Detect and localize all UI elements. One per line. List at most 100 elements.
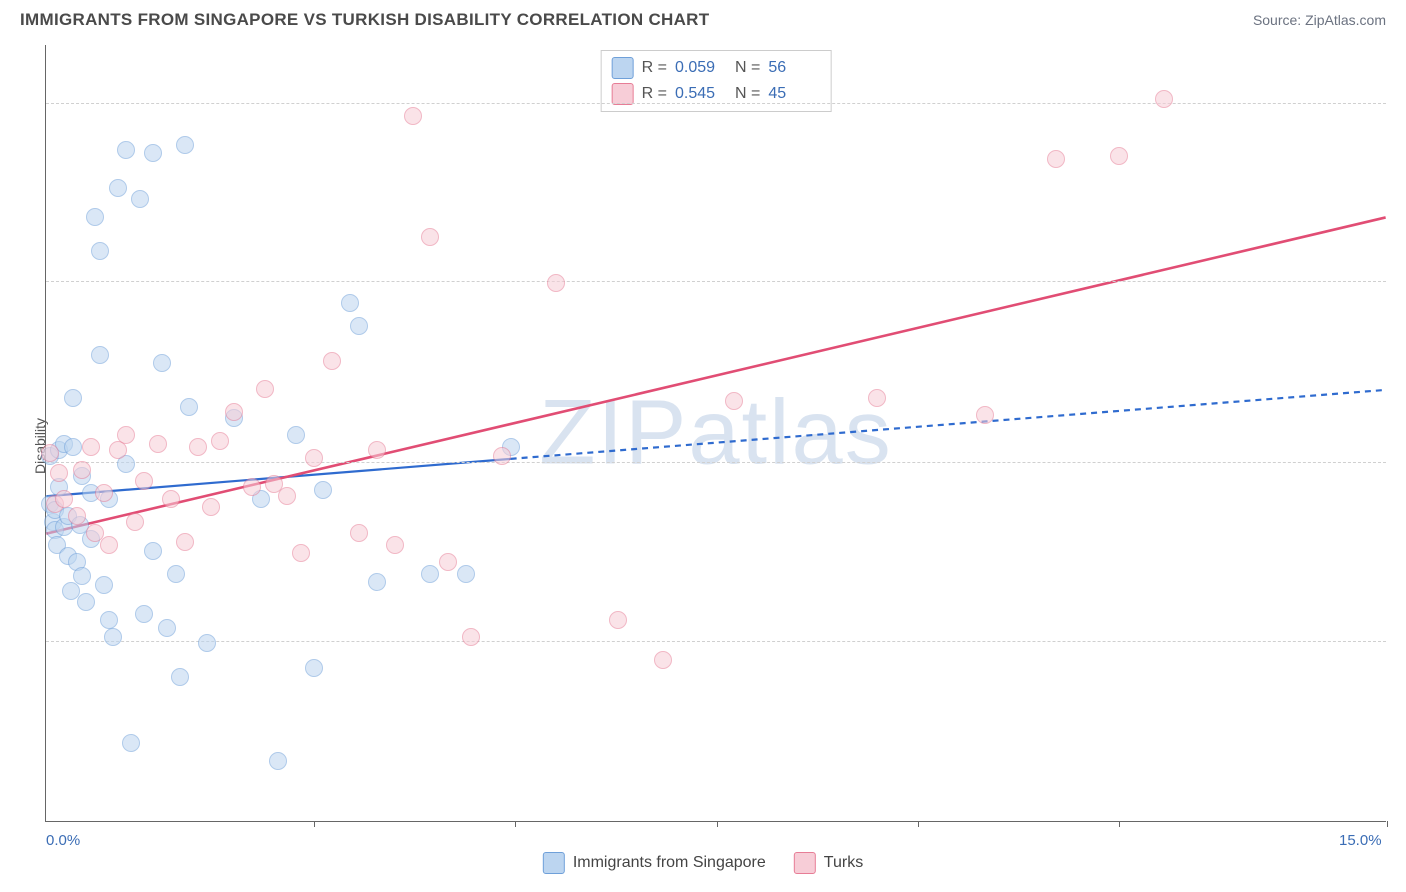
legend-swatch: [612, 57, 634, 79]
data-point: [457, 565, 475, 583]
y-tick-label: 12.5%: [1396, 454, 1406, 471]
data-point: [225, 403, 243, 421]
y-tick-label: 25.0%: [1396, 94, 1406, 111]
data-point: [176, 136, 194, 154]
x-tick-mark: [314, 821, 315, 827]
data-point: [55, 490, 73, 508]
data-point: [421, 228, 439, 246]
data-point: [64, 438, 82, 456]
data-point: [368, 573, 386, 591]
data-point: [404, 107, 422, 125]
data-point: [95, 576, 113, 594]
data-point: [117, 141, 135, 159]
stat-n-label: N =: [735, 85, 760, 103]
data-point: [100, 611, 118, 629]
data-point: [104, 628, 122, 646]
data-point: [341, 294, 359, 312]
data-point: [100, 536, 118, 554]
legend-swatch: [543, 852, 565, 874]
stat-n-label: N =: [735, 59, 760, 77]
data-point: [462, 628, 480, 646]
data-point: [64, 389, 82, 407]
data-point: [167, 565, 185, 583]
data-point: [609, 611, 627, 629]
data-point: [493, 447, 511, 465]
data-point: [292, 544, 310, 562]
data-point: [68, 507, 86, 525]
data-point: [1110, 147, 1128, 165]
data-point: [421, 565, 439, 583]
stat-n-value: 45: [768, 85, 820, 103]
series-legend: Immigrants from Singapore Turks: [543, 852, 863, 874]
data-point: [350, 317, 368, 335]
x-tick-label: 0.0%: [46, 832, 80, 849]
stat-r-value: 0.545: [675, 85, 727, 103]
regression-line: [511, 390, 1386, 459]
chart-plot-area: ZIPatlas R = 0.059N = 56R = 0.545N = 45 …: [45, 45, 1386, 822]
y-tick-label: 18.8%: [1396, 272, 1406, 289]
data-point: [122, 734, 140, 752]
data-point: [50, 464, 68, 482]
data-point: [287, 426, 305, 444]
data-point: [180, 398, 198, 416]
data-point: [73, 567, 91, 585]
data-point: [82, 438, 100, 456]
regression-lines-layer: [46, 45, 1386, 821]
data-point: [314, 481, 332, 499]
data-point: [176, 533, 194, 551]
chart-title: IMMIGRANTS FROM SINGAPORE VS TURKISH DIS…: [20, 10, 709, 30]
data-point: [153, 354, 171, 372]
data-point: [126, 513, 144, 531]
gridline: [46, 103, 1386, 104]
data-point: [144, 542, 162, 560]
data-point: [171, 668, 189, 686]
data-point: [211, 432, 229, 450]
data-point: [725, 392, 743, 410]
x-tick-mark: [918, 821, 919, 827]
data-point: [1155, 90, 1173, 108]
data-point: [1047, 150, 1065, 168]
data-point: [243, 478, 261, 496]
data-point: [158, 619, 176, 637]
data-point: [323, 352, 341, 370]
y-tick-label: 6.3%: [1396, 632, 1406, 649]
gridline: [46, 462, 1386, 463]
stat-r-label: R =: [642, 59, 667, 77]
data-point: [149, 435, 167, 453]
legend-item: Immigrants from Singapore: [543, 852, 766, 874]
x-tick-mark: [515, 821, 516, 827]
legend-label: Turks: [824, 854, 863, 872]
data-point: [73, 461, 91, 479]
watermark-text: ZIPatlas: [539, 381, 892, 486]
data-point: [305, 659, 323, 677]
source-name: ZipAtlas.com: [1305, 12, 1386, 28]
stat-r-value: 0.059: [675, 59, 727, 77]
data-point: [547, 274, 565, 292]
data-point: [109, 179, 127, 197]
x-tick-label: 15.0%: [1339, 832, 1382, 849]
data-point: [144, 144, 162, 162]
stat-n-value: 56: [768, 59, 820, 77]
data-point: [91, 346, 109, 364]
data-point: [654, 651, 672, 669]
data-point: [117, 426, 135, 444]
data-point: [269, 752, 287, 770]
gridline: [46, 641, 1386, 642]
data-point: [350, 524, 368, 542]
data-point: [131, 190, 149, 208]
data-point: [976, 406, 994, 424]
data-point: [868, 389, 886, 407]
data-point: [386, 536, 404, 554]
x-tick-mark: [1119, 821, 1120, 827]
x-tick-mark: [717, 821, 718, 827]
data-point: [135, 605, 153, 623]
source-attribution: Source: ZipAtlas.com: [1253, 12, 1386, 28]
data-point: [91, 242, 109, 260]
data-point: [189, 438, 207, 456]
data-point: [41, 444, 59, 462]
data-point: [95, 484, 113, 502]
data-point: [162, 490, 180, 508]
data-point: [256, 380, 274, 398]
legend-label: Immigrants from Singapore: [573, 854, 766, 872]
data-point: [278, 487, 296, 505]
